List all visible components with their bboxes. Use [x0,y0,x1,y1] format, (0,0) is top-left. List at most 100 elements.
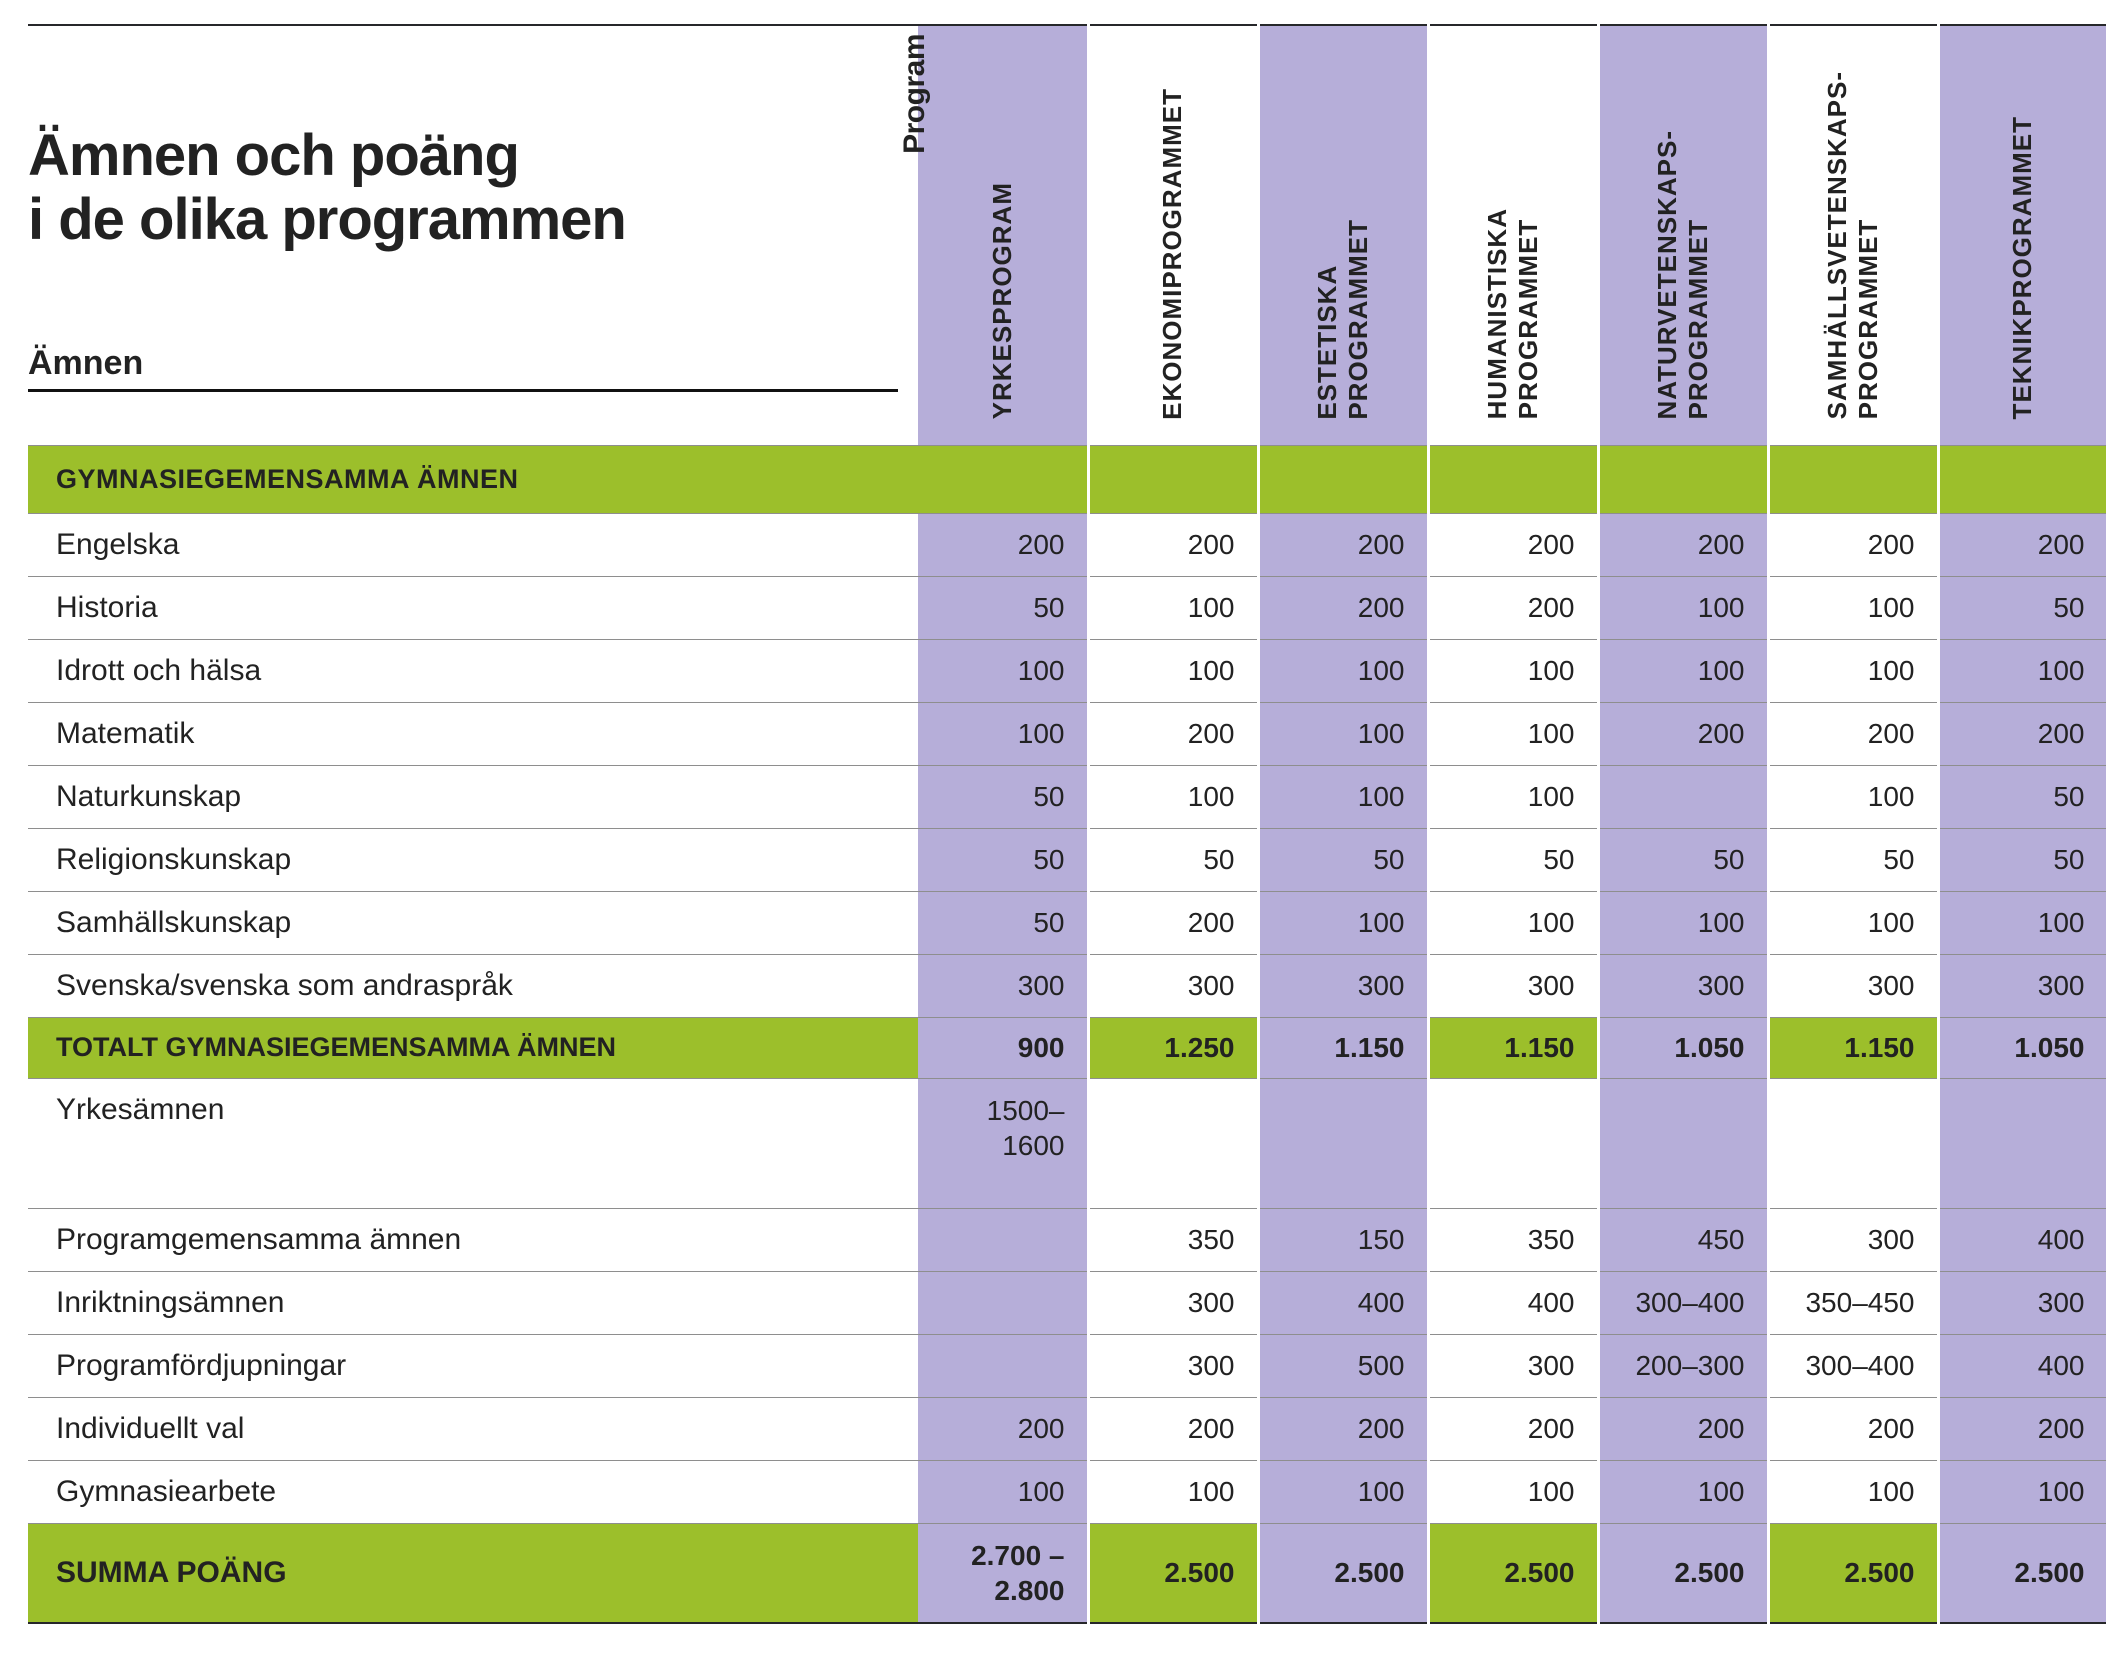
cell [1938,445,2106,513]
cell [1598,1078,1768,1208]
table-row: Historia5010020020010010050 [28,576,2106,639]
page: Program Ämnen och poäng i de olika progr… [0,0,2106,1664]
cell: 50 [1938,765,2106,828]
cell: 200 [1938,702,2106,765]
cell: 50 [1768,828,1938,891]
cell [1938,1078,2106,1208]
cell: 350 [1088,1208,1258,1271]
cell [1088,445,1258,513]
cell: 100 [1258,639,1428,702]
cell: 200 [1258,1397,1428,1460]
cell: 400 [1938,1208,2106,1271]
cell [1768,445,1938,513]
cell: 200 [1768,702,1938,765]
cell: 400 [1258,1271,1428,1334]
cell: 200 [918,1397,1088,1460]
cell: 200 [1598,1397,1768,1460]
column-header-human: HUMANISTISKA PROGRAMMET [1428,25,1598,445]
cell: 1.050 [1938,1017,2106,1078]
cell: 500 [1258,1334,1428,1397]
column-header-label: SAMHÄLLSVETENSKAPS- PROGRAMMET [1822,71,1884,419]
cell: 100 [1428,702,1598,765]
cell [918,1334,1088,1397]
table-row: Engelska200200200200200200200 [28,513,2106,576]
cell: 100 [1768,891,1938,954]
cell [1088,1078,1258,1208]
cell: 2.700 – 2.800 [918,1523,1088,1623]
cell: 300 [1598,954,1768,1017]
cell: 100 [918,639,1088,702]
cell: 300 [1088,1334,1258,1397]
cell: 200 [1768,1397,1938,1460]
row-label: GYMNASIEGEMENSAMMA ÄMNEN [28,445,918,513]
cell: 400 [1428,1271,1598,1334]
cell [1258,445,1428,513]
cell: 200 [1088,513,1258,576]
cell: 300 [1258,954,1428,1017]
column-header-label: NATURVETENSKAPS- PROGRAMMET [1652,130,1714,420]
table-row: Individuellt val200200200200200200200 [28,1397,2106,1460]
row-label: Samhällskunskap [28,891,918,954]
cell: 300–400 [1598,1271,1768,1334]
cell: 350–450 [1768,1271,1938,1334]
cell: 50 [918,765,1088,828]
row-label: Gymnasiearbete [28,1460,918,1523]
table-row: GYMNASIEGEMENSAMMA ÄMNEN [28,445,2106,513]
cell: 300 [1938,1271,2106,1334]
row-label: Individuellt val [28,1397,918,1460]
cell [1598,765,1768,828]
cell [1768,1078,1938,1208]
cell: 100 [1428,639,1598,702]
cell: 50 [1938,828,2106,891]
axis-subjects-label: Ämnen [28,344,898,392]
cell: 300 [1428,954,1598,1017]
cell: 350 [1428,1208,1598,1271]
column-header-samh: SAMHÄLLSVETENSKAPS- PROGRAMMET [1768,25,1938,445]
table-row: Svenska/svenska som andraspråk3003003003… [28,954,2106,1017]
row-label: Naturkunskap [28,765,918,828]
cell: 100 [1938,1460,2106,1523]
table-row: Programgemensamma ämnen35015035045030040… [28,1208,2106,1271]
cell [1428,1078,1598,1208]
cell: 1.050 [1598,1017,1768,1078]
row-label: Programgemensamma ämnen [28,1208,918,1271]
cell [1258,1078,1428,1208]
cell: 300 [1938,954,2106,1017]
cell: 1.150 [1768,1017,1938,1078]
cell: 100 [1088,1460,1258,1523]
cell: 100 [1768,1460,1938,1523]
cell: 450 [1598,1208,1768,1271]
cell: 100 [1938,891,2106,954]
cell: 2.500 [1088,1523,1258,1623]
column-header-teknik: TEKNIKPROGRAMMET [1938,25,2106,445]
cell: 200 [1088,702,1258,765]
cell: 100 [1428,891,1598,954]
cell: 400 [1938,1334,2106,1397]
cell: 100 [1768,765,1938,828]
cell: 2.500 [1598,1523,1768,1623]
cell: 200 [1258,513,1428,576]
column-header-label: HUMANISTISKA PROGRAMMET [1482,208,1544,419]
table-row: TOTALT GYMNASIEGEMENSAMMA ÄMNEN9001.2501… [28,1017,2106,1078]
cell: 100 [1258,765,1428,828]
cell: 100 [1938,639,2106,702]
cell: 2.500 [1258,1523,1428,1623]
cell: 100 [1258,702,1428,765]
table-row: Samhällskunskap50200100100100100100 [28,891,2106,954]
table-row: Inriktningsämnen300400400300–400350–4503… [28,1271,2106,1334]
column-header-label: YRKESPROGRAM [987,182,1018,419]
cell: 100 [1088,576,1258,639]
cell: 50 [1938,576,2106,639]
title-cell: Program Ämnen och poäng i de olika progr… [28,25,918,445]
cell [918,1208,1088,1271]
cell: 200 [1428,576,1598,639]
cell: 50 [1088,828,1258,891]
cell: 50 [1258,828,1428,891]
cell: 300 [918,954,1088,1017]
row-label: Inriktningsämnen [28,1271,918,1334]
cell: 300 [1428,1334,1598,1397]
row-label: TOTALT GYMNASIEGEMENSAMMA ÄMNEN [28,1017,918,1078]
cell: 200 [1088,891,1258,954]
cell: 100 [1598,639,1768,702]
cell: 2.500 [1428,1523,1598,1623]
